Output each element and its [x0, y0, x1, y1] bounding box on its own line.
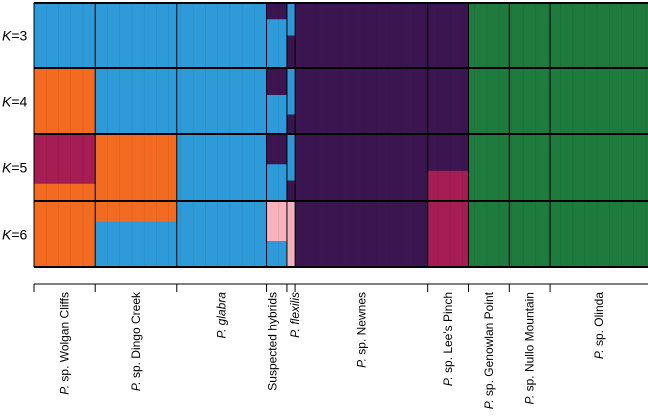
bar-k5-pop7-cluster-green: [468, 135, 510, 201]
k-label: K=3: [2, 28, 28, 44]
bar-k3-pop4-cluster-blue: [286, 3, 296, 36]
bar-k5-pop5-cluster-purple: [295, 135, 429, 201]
bar-k5-pop6-cluster-crimson: [427, 170, 469, 201]
population-axis: [33, 283, 648, 292]
bar-k6-pop1-cluster-blue: [95, 221, 178, 268]
bar-k6-pop9-cluster-green: [550, 202, 648, 268]
bar-k4-pop1-cluster-blue: [95, 69, 178, 135]
bar-k5-pop9-cluster-green: [550, 135, 648, 201]
bar-k6-pop6-cluster-crimson: [427, 202, 469, 268]
bar-k3-pop4-cluster-purple: [286, 35, 296, 69]
bar-k4-pop3-cluster-purple: [266, 69, 288, 96]
population-label: P. glabra: [215, 292, 229, 339]
bar-k6-pop4-cluster-pink: [286, 202, 296, 268]
population-label: Suspected hybrids: [266, 292, 280, 391]
bar-k5-pop2-cluster-blue: [176, 135, 267, 201]
bar-k4-pop2-cluster-blue: [176, 69, 267, 135]
bar-k3-pop2-cluster-blue: [176, 3, 267, 69]
bar-k5-pop4-cluster-blue: [286, 135, 296, 181]
bar-k3-pop6-cluster-purple: [427, 3, 469, 69]
bar-k4-pop4-cluster-blue: [286, 69, 296, 115]
bar-k5-pop6-cluster-purple: [427, 135, 469, 172]
row-separators: [33, 2, 648, 268]
bar-k5-pop0-cluster-crimson: [34, 135, 96, 185]
population-label: P. flexilis: [288, 292, 302, 338]
bar-k6-pop1-cluster-orange: [95, 202, 178, 222]
bar-k5-pop3-cluster-blue: [266, 164, 288, 201]
population-label: P. sp. Genowlan Point: [482, 291, 496, 409]
bar-k4-pop8-cluster-green: [509, 69, 551, 135]
bar-k5-pop0-cluster-orange: [34, 183, 96, 201]
bar-k4-pop4-cluster-purple: [286, 114, 296, 135]
bar-k4-pop9-cluster-green: [550, 69, 648, 135]
bar-k5-pop3-cluster-purple: [266, 135, 288, 165]
bar-k4-pop0-cluster-orange: [34, 69, 96, 135]
admixture-bars: [33, 3, 648, 268]
bar-k6-pop0-cluster-orange: [34, 202, 96, 268]
k-label: K=6: [2, 227, 28, 243]
population-label: P. sp. Newnes: [354, 292, 368, 368]
bar-k4-pop6-cluster-purple: [427, 69, 469, 135]
bar-k5-pop8-cluster-green: [509, 135, 551, 201]
population-labels: P. sp. Wolgan Cliffs P. sp. Dingo Creek P.…: [58, 291, 606, 409]
bar-k5-pop1-cluster-orange: [95, 135, 178, 201]
bar-k5-pop4-cluster-purple: [286, 180, 296, 201]
bar-k3-pop8-cluster-green: [509, 3, 551, 69]
bar-k4-pop7-cluster-green: [468, 69, 510, 135]
bar-k3-pop9-cluster-green: [550, 3, 648, 69]
bar-k6-pop3-cluster-pink: [266, 202, 288, 242]
bar-k6-pop5-cluster-purple: [295, 202, 429, 268]
bar-k6-pop8-cluster-green: [509, 202, 551, 268]
population-label: P. sp. Dingo Creek: [129, 291, 143, 391]
bar-k3-pop3-cluster-purple: [266, 3, 288, 20]
bar-k6-pop7-cluster-green: [468, 202, 510, 268]
k-label: K=5: [2, 160, 28, 176]
population-label: P. sp. Nullo Mountain: [523, 292, 537, 405]
k-label: K=4: [2, 94, 28, 110]
population-label: P. sp. Olinda: [592, 292, 606, 359]
population-label: P. sp. Lee's Pinch: [441, 292, 455, 386]
bar-k4-pop3-cluster-blue: [266, 95, 288, 135]
bar-k3-pop0-cluster-blue: [34, 3, 96, 69]
bar-k4-pop5-cluster-purple: [295, 69, 429, 135]
bar-k3-pop7-cluster-green: [468, 3, 510, 69]
bar-k3-pop5-cluster-purple: [295, 3, 429, 69]
population-label: P. sp. Wolgan Cliffs: [58, 292, 72, 395]
bar-k6-pop3-cluster-blue: [266, 241, 288, 268]
k-labels: K=3 K=4 K=5 K=6: [2, 28, 28, 243]
bar-k3-pop1-cluster-blue: [95, 3, 178, 69]
bar-k3-pop3-cluster-blue: [266, 19, 288, 69]
bar-k6-pop2-cluster-blue: [176, 202, 267, 268]
